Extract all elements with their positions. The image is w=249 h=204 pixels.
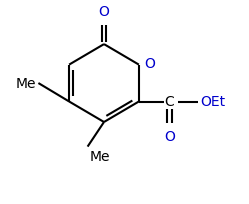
Text: O: O bbox=[164, 130, 175, 143]
Text: Me: Me bbox=[16, 77, 36, 91]
Text: O: O bbox=[144, 56, 155, 70]
Text: Me: Me bbox=[90, 149, 110, 163]
Text: OEt: OEt bbox=[200, 95, 226, 109]
Text: O: O bbox=[99, 6, 110, 19]
Text: C: C bbox=[165, 95, 175, 109]
